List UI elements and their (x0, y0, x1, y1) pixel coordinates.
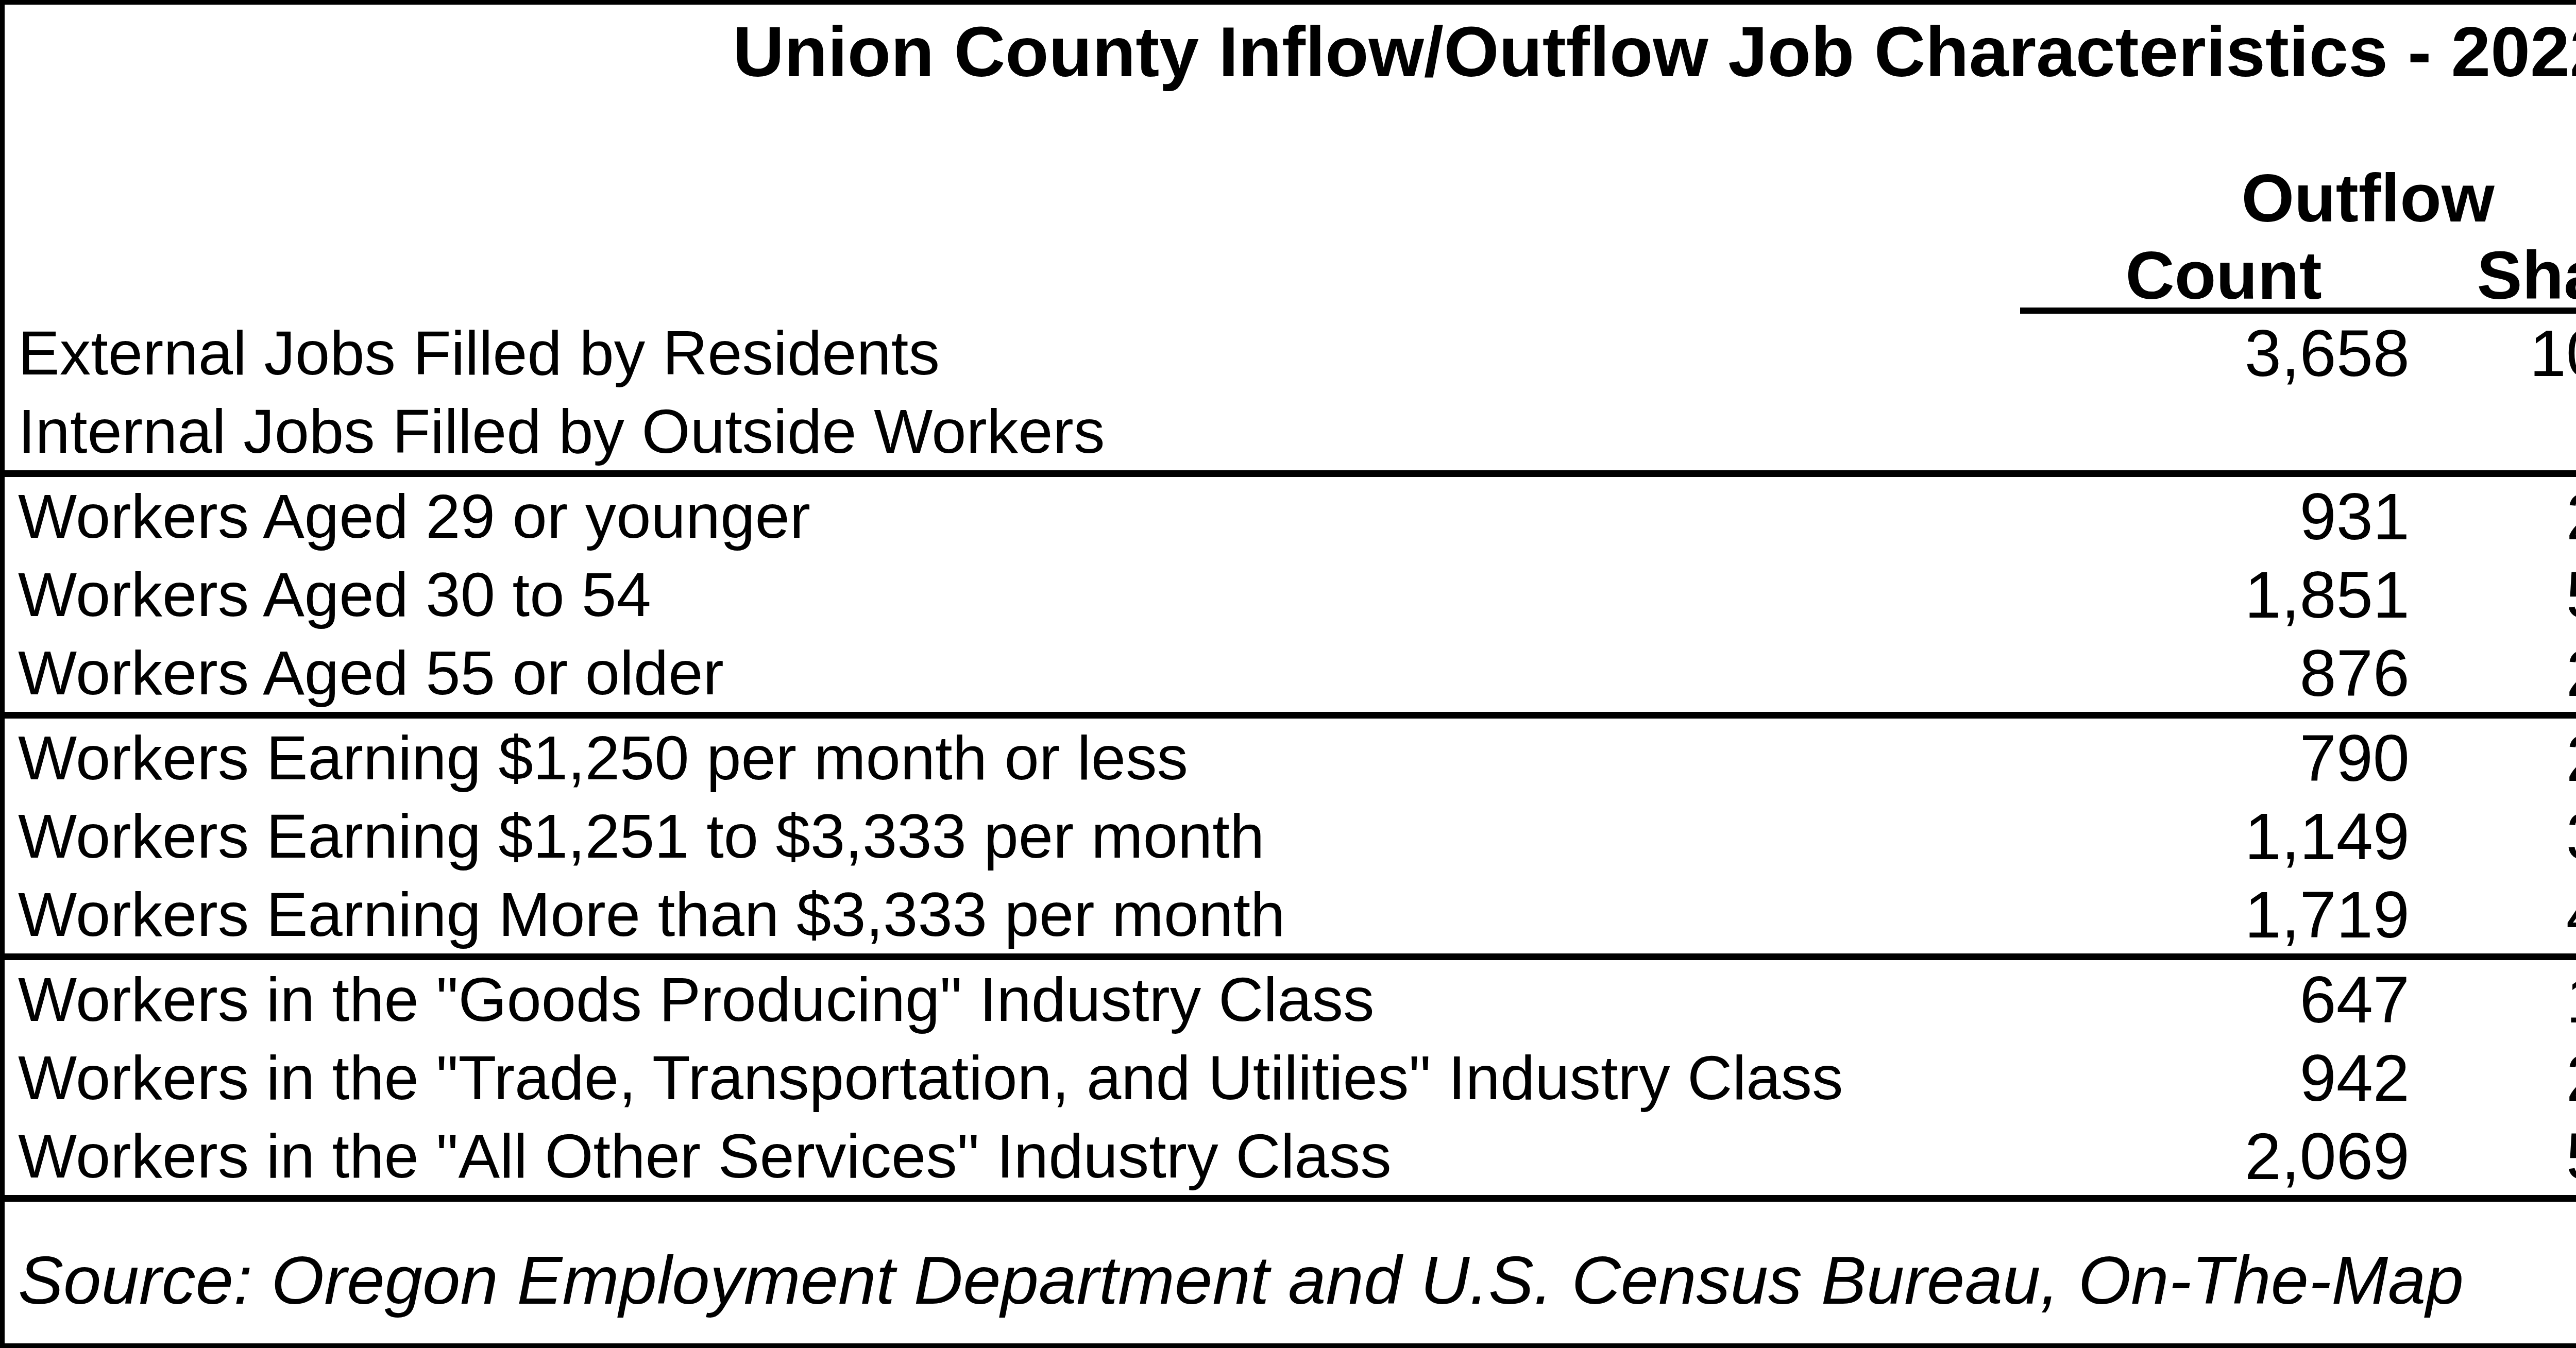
table-row: Workers Aged 30 to 54 1,851 51% 1,408 48… (5, 555, 2576, 634)
outflow-count-cell: 942 (2020, 1040, 2427, 1116)
row-label: Workers Aged 29 or younger (5, 480, 2020, 552)
row-label: External Jobs Filled by Residents (5, 317, 2020, 389)
outflow-count-cell: 1,149 (2020, 798, 2427, 874)
row-label: Workers in the "All Other Services" Indu… (5, 1120, 2020, 1192)
table-title: Union County Inflow/Outflow Job Characte… (5, 5, 2576, 159)
outflow-count-cell: 790 (2020, 720, 2427, 796)
group-divider (5, 470, 2576, 477)
outflow-share-cell: 31% (2427, 798, 2576, 874)
source-note: Source: Oregon Employment Department and… (5, 1202, 2576, 1343)
outflow-share-cell: 22% (2427, 720, 2576, 796)
column-header-row: Count Share Count Share (5, 236, 2576, 308)
table-row: Workers in the "Goods Producing" Industr… (5, 960, 2576, 1038)
row-label: Workers Earning $1,250 per month or less (5, 722, 2020, 794)
outflow-count-cell: 3,658 (2020, 315, 2427, 391)
header-underline (2020, 308, 2576, 314)
outflow-count-cell: 1,851 (2020, 557, 2427, 633)
outflow-count-header: Count (2020, 236, 2427, 319)
outflow-share-cell: 24% (2427, 635, 2576, 711)
table-row: Workers Aged 55 or older 876 24% 748 25% (5, 634, 2576, 712)
outflow-count-cell: 647 (2020, 962, 2427, 1037)
table-row: Internal Jobs Filled by Outside Workers … (5, 392, 2576, 470)
row-label: Internal Jobs Filled by Outside Workers (5, 395, 2020, 467)
outflow-count-cell: 931 (2020, 479, 2427, 554)
column-group-header-row: Outflow Inflow (5, 159, 2576, 236)
row-label: Workers Earning $1,251 to $3,333 per mon… (5, 800, 2020, 872)
outflow-share-cell: 47% (2427, 877, 2576, 952)
table-row: Workers Earning $1,250 per month or less… (5, 719, 2576, 797)
table-row: External Jobs Filled by Residents 3,658 … (5, 314, 2576, 392)
outflow-group-header: Outflow (2020, 159, 2576, 238)
outflow-share-cell: 57% (2427, 1118, 2576, 1194)
inflow-outflow-table: Union County Inflow/Outflow Job Characte… (0, 0, 2576, 1348)
outflow-count-cell: 1,719 (2020, 877, 2427, 952)
outflow-share-cell: 18% (2427, 962, 2576, 1037)
row-label: Workers Earning More than $3,333 per mon… (5, 878, 2020, 950)
group-divider (5, 953, 2576, 960)
row-label: Workers in the "Goods Producing" Industr… (5, 963, 2020, 1035)
group-divider (5, 1195, 2576, 1202)
outflow-share-cell: 26% (2427, 1040, 2576, 1116)
table-row: Workers in the "All Other Services" Indu… (5, 1117, 2576, 1195)
outflow-share-cell: 26% (2427, 479, 2576, 554)
outflow-share-cell: 51% (2427, 557, 2576, 633)
group-divider (5, 712, 2576, 719)
table-row: Workers Aged 29 or younger 931 26% 810 2… (5, 477, 2576, 555)
outflow-share-header: Share (2427, 236, 2576, 319)
outflow-count-cell: 2,069 (2020, 1118, 2427, 1194)
table-row: Workers Earning More than $3,333 per mon… (5, 875, 2576, 953)
table-row: Workers Earning $1,251 to $3,333 per mon… (5, 797, 2576, 875)
outflow-count-cell: 876 (2020, 635, 2427, 711)
row-label: Workers Aged 30 to 54 (5, 558, 2020, 630)
row-label: Workers Aged 55 or older (5, 637, 2020, 709)
row-label: Workers in the "Trade, Transportation, a… (5, 1042, 2020, 1114)
table-row: Workers in the "Trade, Transportation, a… (5, 1038, 2576, 1117)
outflow-share-cell: 100% (2427, 315, 2576, 391)
